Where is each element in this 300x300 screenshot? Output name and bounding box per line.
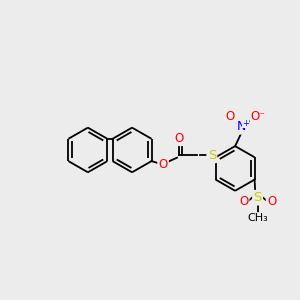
Text: O: O [239, 195, 248, 208]
Text: N: N [237, 120, 246, 134]
Text: O: O [267, 195, 276, 208]
Text: O: O [226, 110, 235, 123]
Text: S: S [254, 191, 262, 204]
Text: O: O [158, 158, 168, 171]
Text: S: S [208, 149, 216, 162]
Text: O: O [175, 132, 184, 145]
Text: ⁻: ⁻ [259, 111, 264, 121]
Text: CH₃: CH₃ [247, 213, 268, 223]
Text: O: O [251, 110, 260, 123]
Text: +: + [242, 119, 249, 128]
